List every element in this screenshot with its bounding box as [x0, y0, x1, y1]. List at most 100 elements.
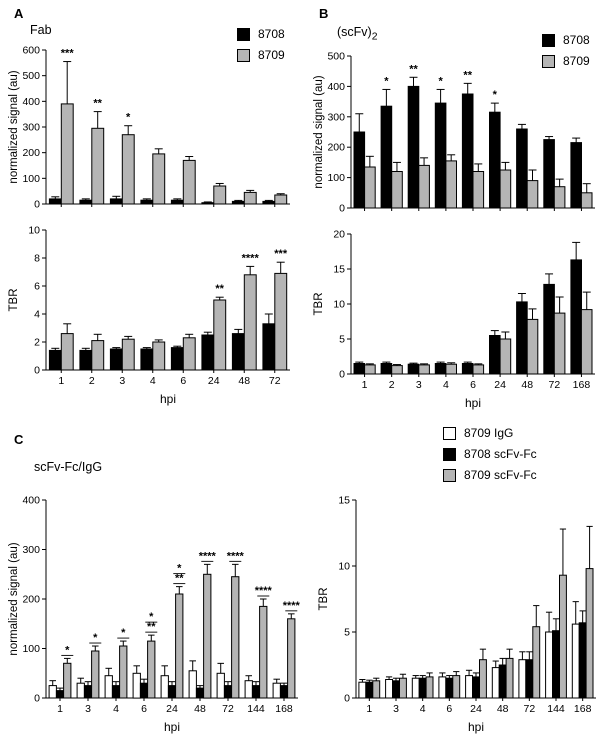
svg-text:2: 2: [89, 375, 95, 387]
svg-text:TBR: TBR: [313, 293, 325, 316]
svg-text:15: 15: [338, 495, 350, 507]
panel-b-title: (scFv)2: [337, 25, 378, 43]
svg-text:0: 0: [344, 693, 350, 705]
svg-text:72: 72: [222, 703, 234, 715]
legend-item-8709-scfv-fc: 8709 scFv-Fc: [443, 468, 537, 482]
svg-text:300: 300: [22, 544, 40, 556]
panel-b-title-main: (scFv): [337, 25, 372, 39]
svg-text:10: 10: [28, 225, 40, 237]
svg-text:168: 168: [574, 703, 592, 715]
svg-text:10: 10: [333, 299, 345, 311]
svg-text:*: *: [438, 75, 443, 87]
svg-text:72: 72: [523, 703, 535, 715]
panel-c-legend: 8709 IgG 8708 scFv-Fc 8709 scFv-Fc: [443, 426, 537, 482]
legend-swatch-white: [443, 426, 456, 440]
panel-c-title: scFv-Fc/IgG: [34, 460, 103, 474]
panel-b-legend: 8708 8709: [542, 33, 590, 68]
svg-text:****: ****: [255, 585, 273, 597]
svg-text:3: 3: [393, 703, 399, 715]
svg-text:*: *: [384, 75, 389, 87]
svg-text:1: 1: [57, 703, 63, 715]
svg-text:*: *: [149, 611, 154, 623]
legend-label: 8709 scFv-Fc: [464, 468, 537, 482]
chart-c-tbr: 0 5 10 15 TBR 1 3 4 6 24 48 72 144 168 hpi: [316, 486, 604, 744]
svg-text:200: 200: [22, 594, 40, 606]
svg-text:168: 168: [275, 703, 293, 715]
chart-b-tbr: 0 5 10 15 20 TBR 1 2 3 4 6 24 48 72 168 hpi: [311, 220, 603, 420]
svg-text:100: 100: [327, 172, 345, 184]
legend-item-8709: 8709: [237, 48, 285, 62]
svg-text:TBR: TBR: [8, 289, 20, 312]
svg-text:**: **: [215, 283, 224, 295]
svg-text:**: **: [175, 573, 184, 585]
svg-text:100: 100: [22, 173, 40, 185]
legend-label: 8708: [563, 33, 590, 47]
svg-text:*: *: [65, 644, 70, 656]
svg-text:hpi: hpi: [465, 396, 481, 410]
svg-text:4: 4: [34, 309, 40, 321]
panel-b-title-subscript: 2: [371, 31, 378, 43]
svg-text:*: *: [177, 563, 182, 575]
svg-text:****: ****: [242, 252, 260, 264]
legend-swatch-black: [443, 447, 456, 461]
svg-text:168: 168: [573, 379, 591, 391]
svg-text:0: 0: [339, 369, 345, 381]
svg-text:4: 4: [443, 379, 449, 391]
svg-text:500: 500: [22, 70, 40, 82]
svg-text:0: 0: [34, 199, 40, 211]
svg-text:**: **: [463, 69, 472, 81]
chart-a-normalized-signal: 0 100 200 300 400 500 600 normalized signal (au…: [6, 36, 298, 214]
legend-label: 8708 scFv-Fc: [464, 447, 537, 461]
svg-text:4: 4: [420, 703, 426, 715]
chart-b-normalized-signal: 0 100 200 300 400 500 normalized signal (au) * *…: [311, 42, 603, 218]
svg-text:6: 6: [180, 375, 186, 387]
svg-text:48: 48: [521, 379, 533, 391]
svg-text:0: 0: [34, 365, 40, 377]
svg-text:100: 100: [22, 643, 40, 655]
svg-text:400: 400: [22, 96, 40, 108]
legend-swatch-gray: [542, 54, 555, 68]
svg-text:6: 6: [470, 379, 476, 391]
svg-text:48: 48: [497, 703, 509, 715]
svg-text:24: 24: [166, 703, 178, 715]
svg-text:****: ****: [283, 600, 301, 612]
legend-item-8709-igg: 8709 IgG: [443, 426, 537, 440]
legend-label: 8708: [258, 27, 285, 41]
svg-text:4: 4: [150, 375, 156, 387]
svg-text:**: **: [93, 98, 102, 110]
panel-c-label: C: [14, 432, 24, 447]
svg-text:200: 200: [327, 142, 345, 154]
svg-text:2: 2: [389, 379, 395, 391]
panel-a: A Fab 8708 8709 0 100 200 300 400 500 600 norma…: [0, 0, 305, 424]
svg-text:4: 4: [113, 703, 119, 715]
svg-text:*: *: [126, 112, 131, 124]
legend-item-8709: 8709: [542, 54, 590, 68]
svg-text:5: 5: [339, 334, 345, 346]
svg-text:*: *: [93, 632, 98, 644]
chart-c-normalized-signal: 0 100 200 300 400 normalized signal (au) 1 * 3 * 4…: [6, 486, 306, 744]
svg-text:*: *: [493, 89, 498, 101]
legend-item-8708: 8708: [542, 33, 590, 47]
svg-text:48: 48: [194, 703, 206, 715]
svg-text:500: 500: [327, 51, 345, 63]
svg-text:2: 2: [34, 337, 40, 349]
svg-text:24: 24: [208, 375, 220, 387]
svg-text:300: 300: [327, 111, 345, 123]
panel-a-title: Fab: [30, 23, 52, 37]
svg-text:**: **: [409, 63, 418, 75]
svg-text:72: 72: [269, 375, 281, 387]
svg-text:1: 1: [58, 375, 64, 387]
legend-swatch-gray: [237, 48, 250, 62]
svg-text:0: 0: [339, 203, 345, 215]
svg-text:8: 8: [34, 253, 40, 265]
svg-text:200: 200: [22, 147, 40, 159]
chart-a-tbr: 0 2 4 6 8 10 TBR 1 2 3 4 6 24 ** 48 **** 72 *** hpi: [6, 216, 298, 416]
panel-c: C scFv-Fc/IgG 8709 IgG 8708 scFv-Fc 8709…: [0, 424, 610, 749]
svg-text:***: ***: [274, 248, 288, 260]
svg-text:1: 1: [362, 379, 368, 391]
svg-text:144: 144: [547, 703, 565, 715]
svg-text:24: 24: [494, 379, 506, 391]
legend-swatch-black: [237, 27, 250, 41]
svg-text:****: ****: [199, 550, 217, 562]
svg-text:400: 400: [22, 495, 40, 507]
